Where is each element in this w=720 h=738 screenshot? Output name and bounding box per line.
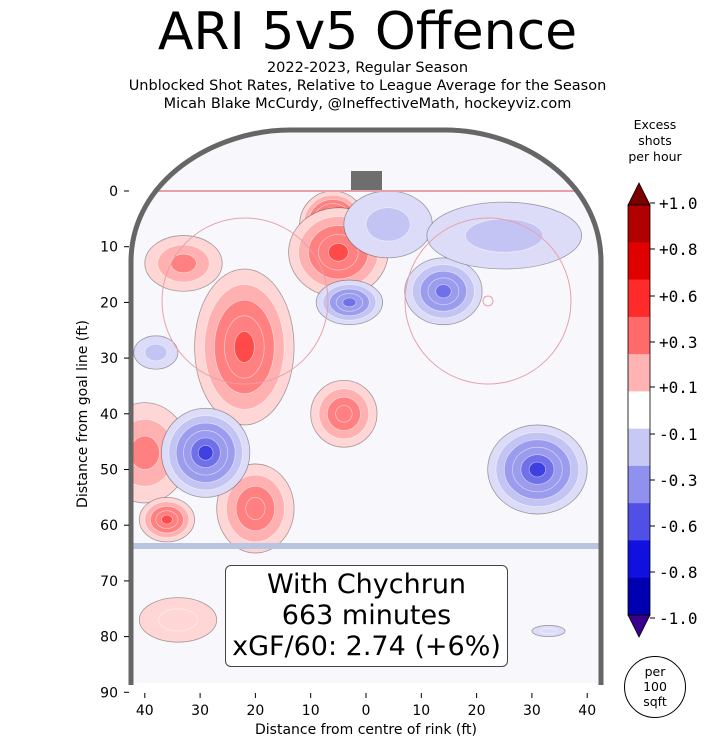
heatmap-blob [131, 402, 190, 504]
chart-subtitle-author: Micah Blake McCurdy, @IneffectiveMath, h… [163, 96, 572, 112]
heatmap-blob [343, 190, 433, 259]
heatmap-contour [465, 218, 544, 253]
right-faceoff-circle [404, 217, 572, 385]
heatmap-blob [138, 597, 218, 643]
y-tick-label: 90 [100, 685, 118, 701]
colorbar-segment [628, 428, 650, 467]
colorbar-tick-label: -0.1 [659, 425, 698, 444]
colorbar-title: Excess shots per hour [615, 117, 695, 165]
heatmap-contour [234, 331, 255, 363]
heatmap-blob [138, 496, 195, 543]
colorbar-frame [627, 204, 651, 616]
heatmap-contour [435, 284, 452, 299]
colorbar: +1.0 +0.8 +0.6 +0.3 +0.1 -0.1 -0.3 -0.6 -0.8 -1.0 [627, 182, 698, 638]
x-tick-label: 10 [412, 703, 430, 719]
heatmap-contour [335, 405, 353, 423]
scale-note-line: 100 [643, 679, 667, 694]
info-box: With Chychrun 663 minutes xGF/60: 2.74 (… [225, 565, 508, 667]
colorbar-tick-label: +0.1 [659, 378, 698, 397]
colorbar-segment [628, 354, 650, 392]
heatmap-blob [315, 279, 383, 326]
heatmap-blob [310, 379, 378, 448]
heatmap-contour [342, 297, 357, 308]
colorbar-tick-label: +0.6 [659, 287, 698, 306]
y-tick-label: 80 [100, 630, 118, 646]
colorbar-extend-min [627, 614, 651, 638]
colorbar-tick-label: -0.8 [659, 563, 698, 582]
y-tick-label: 60 [100, 518, 118, 534]
centre-red-line [131, 683, 601, 689]
goal-net [351, 171, 382, 190]
colorbar-tick-label: -1.0 [659, 609, 698, 628]
scale-note-line: sqft [643, 694, 667, 709]
heatmap-blob [160, 407, 251, 498]
heatmap-blob [216, 463, 295, 554]
scale-note: per 100 sqft [624, 656, 686, 718]
x-tick-label: 20 [246, 703, 264, 719]
scale-note-line: per [644, 664, 666, 679]
y-axis-label: Distance from goal line (ft) [75, 320, 91, 508]
y-tick-label: 10 [100, 240, 118, 256]
heatmap-contour [197, 445, 214, 461]
blue-line [131, 543, 601, 549]
info-player: With Chychrun [266, 569, 467, 600]
left-faceoff-circle [161, 217, 329, 385]
colorbar-title-line: Excess [633, 117, 677, 132]
colorbar-segment [628, 465, 650, 504]
colorbar-extend-max [627, 182, 651, 206]
colorbar-segment [628, 577, 650, 616]
heatmap-contour [328, 243, 349, 262]
colorbar-tick-label: -0.3 [659, 471, 698, 490]
x-tick-label: 30 [191, 703, 209, 719]
x-tick-label: 20 [468, 703, 486, 719]
colorbar-tick-label: +0.3 [659, 333, 698, 352]
heatmap-blob [531, 625, 566, 638]
colorbar-title-line: per hour [628, 149, 682, 164]
rink-boards [128, 127, 604, 685]
heatmap-contour [365, 207, 411, 242]
heatmap-blob [404, 257, 483, 326]
x-tick-label: 40 [136, 703, 154, 719]
heatmap-contour [144, 343, 168, 362]
y-tick-label: 50 [100, 463, 118, 479]
colorbar-segment [628, 242, 650, 281]
heatmap-blob [133, 335, 179, 370]
y-tick-label: 20 [100, 295, 118, 311]
heatmap-contour [245, 496, 266, 520]
colorbar-tick-label: +1.0 [659, 194, 698, 213]
x-tick-label: 0 [362, 703, 371, 719]
heatmap-contour [131, 435, 160, 470]
chart-subtitle-metric: Unblocked Shot Rates, Relative to League… [128, 78, 607, 94]
x-tick-label: 30 [523, 703, 541, 719]
heatmap-contour [161, 514, 173, 525]
heatmap-blob [194, 268, 295, 426]
colorbar-segment [628, 391, 650, 430]
y-tick-label: 30 [100, 351, 118, 367]
heatmap-contour [528, 461, 547, 478]
right-faceoff-dot [482, 295, 494, 307]
colorbar-segment [628, 205, 650, 243]
y-tick-label: 70 [100, 574, 118, 590]
heatmap-contour [158, 608, 198, 632]
heatmap-contour [539, 627, 558, 635]
colorbar-segment [628, 316, 650, 355]
x-tick-label: 10 [302, 703, 320, 719]
heatmap-blob [426, 201, 583, 270]
colorbar-title-line: shots [638, 133, 672, 148]
chart-title: ARI 5v5 Offence [157, 2, 578, 62]
chart-subtitle-season: 2022-2023, Regular Season [266, 60, 469, 76]
colorbar-segment [628, 540, 650, 579]
heatmap-blob [144, 235, 223, 292]
colorbar-tick-label: +0.8 [659, 240, 698, 259]
y-tick-label: 40 [100, 407, 118, 423]
colorbar-segment [628, 503, 650, 541]
colorbar-tick-label: -0.6 [659, 517, 698, 536]
heatmap-blob [487, 424, 588, 515]
x-axis-label: Distance from centre of rink (ft) [255, 722, 477, 738]
x-tick-label: 40 [578, 703, 596, 719]
info-minutes: 663 minutes [281, 600, 452, 631]
colorbar-segment [628, 279, 650, 318]
info-xgf: xGF/60: 2.74 (+6%) [232, 631, 501, 662]
y-tick-label: 0 [109, 184, 118, 200]
